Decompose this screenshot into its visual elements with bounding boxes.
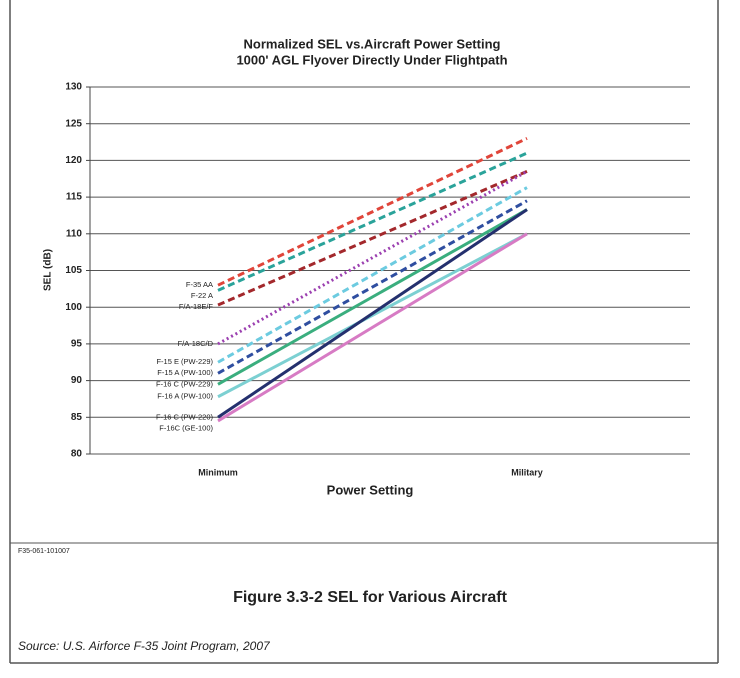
series-label: F-15 A (PW-100) [157, 368, 213, 377]
series-line [217, 232, 528, 399]
y-tick-label: 105 [65, 265, 82, 276]
series-line [217, 170, 528, 307]
chart-subtitle: 1000' AGL Flyover Directly Under Flightp… [236, 52, 507, 67]
y-tick-label: 125 [65, 118, 82, 129]
x-tick-label: Military [511, 467, 543, 477]
y-tick-label: 95 [71, 339, 83, 350]
series-label: F-16 A (PW-100) [157, 392, 213, 401]
y-tick-label: 100 [65, 302, 82, 313]
y-tick-label: 85 [71, 412, 83, 423]
series-label: F-16 C (PW-229) [156, 379, 213, 388]
y-tick-label: 90 [71, 375, 83, 386]
y-tick-label: 115 [66, 192, 83, 203]
series-line [217, 232, 528, 423]
series-line [217, 186, 528, 364]
source-note: Source: U.S. Airforce F-35 Joint Program… [18, 639, 271, 653]
series-label: F/A-18C/D [178, 339, 214, 348]
y-tick-label: 80 [71, 449, 83, 460]
y-tick-label: 120 [65, 155, 82, 166]
chart-title: Normalized SEL vs.Aircraft Power Setting [244, 36, 501, 51]
series-label: F-35 AA [186, 280, 213, 289]
series-label: F-16C (GE-100) [159, 423, 213, 432]
series-line [217, 170, 528, 346]
series-line [217, 199, 528, 375]
series-label: F/A-18E/F [179, 302, 214, 311]
y-axis-label: SEL (dB) [43, 249, 54, 291]
figure-id: F35-061-101007 [18, 548, 70, 555]
series-line [217, 151, 528, 292]
series-label: F-22 A [191, 291, 213, 300]
x-tick-label: Minimum [198, 467, 238, 477]
x-axis-label: Power Setting [327, 482, 414, 497]
series-line [217, 208, 528, 419]
series-label: F-15 E (PW-229) [156, 357, 213, 366]
series-label: F-16 C (PW-220) [156, 412, 213, 421]
series-line [217, 208, 528, 386]
figure-caption: Figure 3.3-2 SEL for Various Aircraft [233, 589, 508, 606]
y-tick-label: 110 [66, 228, 83, 239]
y-tick-label: 130 [65, 82, 82, 93]
series-line [217, 137, 528, 287]
